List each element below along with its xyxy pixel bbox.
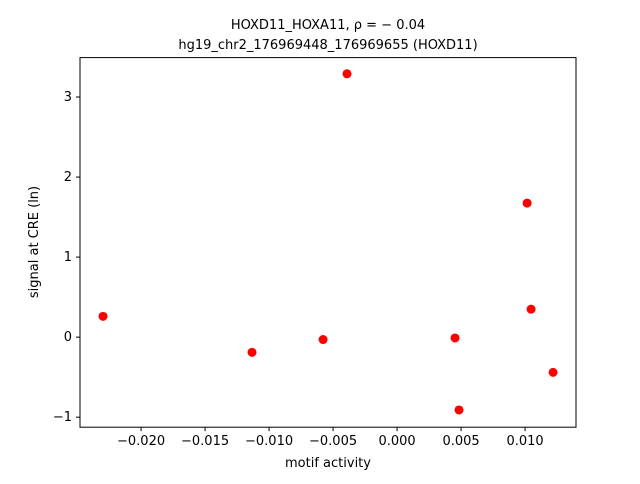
x-tick-label: 0.005 bbox=[442, 434, 479, 449]
y-axis-label: signal at CRE (ln) bbox=[27, 186, 42, 298]
chart-title: HOXD11_HOXA11, ρ = − 0.04 bbox=[231, 18, 425, 33]
point bbox=[526, 304, 536, 314]
point bbox=[548, 367, 558, 377]
point bbox=[342, 69, 352, 79]
y-tick-label: −1 bbox=[53, 410, 72, 425]
plot-frame bbox=[79, 57, 577, 428]
x-tick-label: 0.010 bbox=[506, 434, 543, 449]
y-tick-label: 1 bbox=[64, 250, 72, 265]
point bbox=[247, 347, 257, 357]
y-tick-label: 2 bbox=[64, 170, 72, 185]
point bbox=[450, 333, 460, 343]
y-tick-label: 3 bbox=[64, 90, 72, 105]
x-axis-label: motif activity bbox=[285, 456, 371, 471]
x-tick-label: −0.005 bbox=[309, 434, 357, 449]
point bbox=[454, 405, 464, 415]
x-tick-label: −0.020 bbox=[117, 434, 165, 449]
y-tick-label: 0 bbox=[64, 330, 72, 345]
x-tick-label: −0.010 bbox=[245, 434, 293, 449]
x-tick-label: −0.015 bbox=[181, 434, 229, 449]
point bbox=[98, 311, 108, 321]
chart-subtitle: hg19_chr2_176969448_176969655 (HOXD11) bbox=[178, 38, 477, 53]
x-tick-label: 0.000 bbox=[378, 434, 415, 449]
point bbox=[522, 198, 532, 208]
point bbox=[318, 335, 328, 345]
